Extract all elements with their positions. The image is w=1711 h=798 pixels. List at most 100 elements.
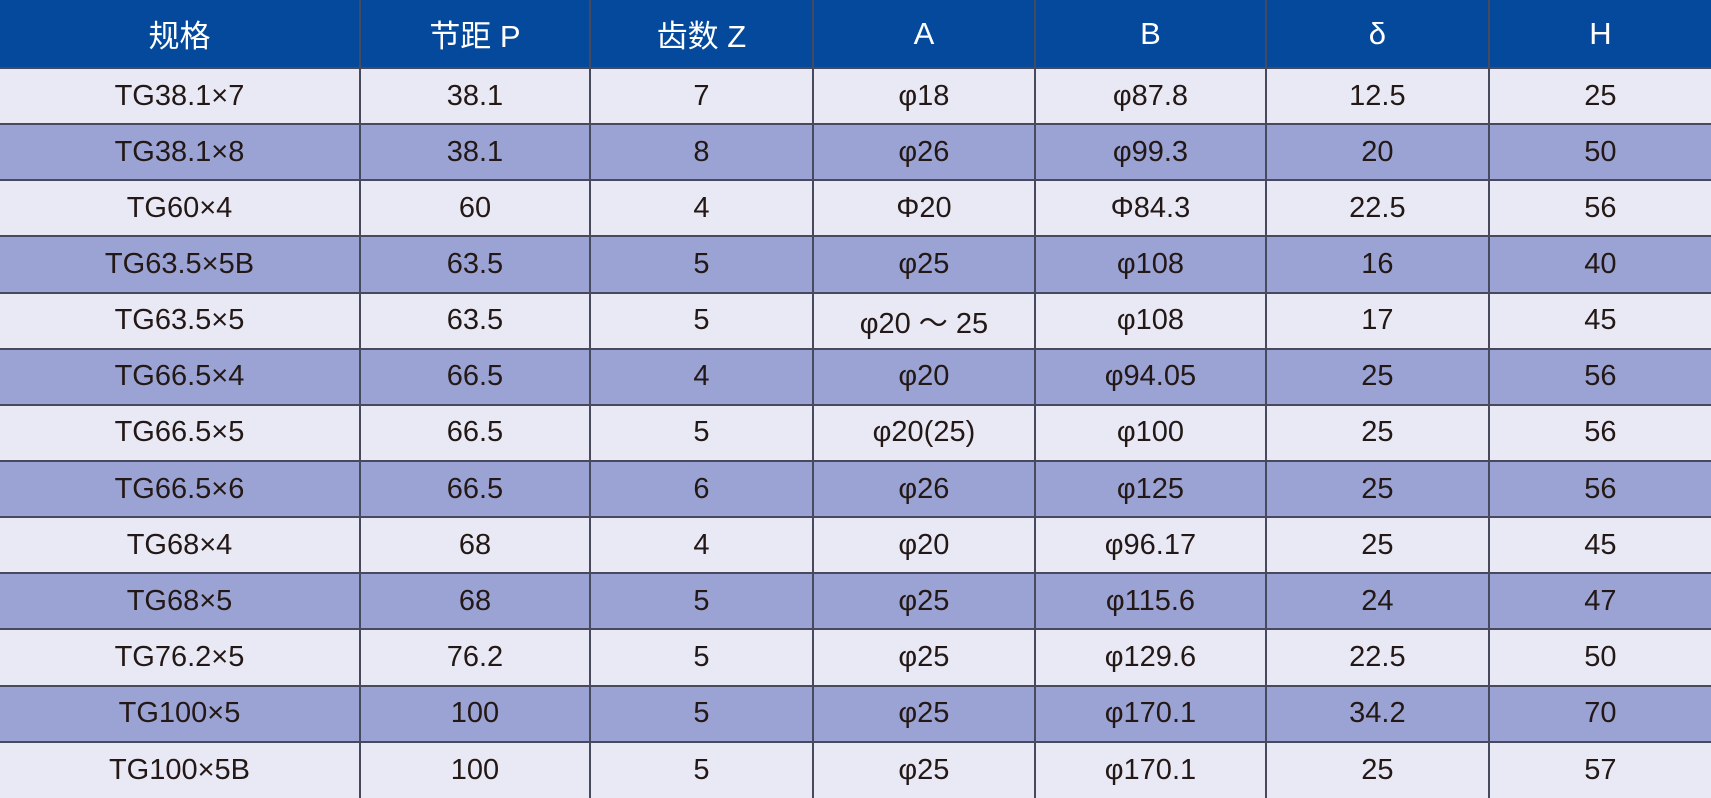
table-cell-spec: TG68×5 bbox=[0, 572, 361, 631]
table-cell-pitch-p: 38.1 bbox=[358, 123, 591, 182]
header-cell-pitch-p: 节距 P bbox=[358, 0, 591, 69]
table-cell-h: 47 bbox=[1487, 572, 1711, 631]
table-cell-a: φ25 bbox=[811, 628, 1036, 687]
table-cell-a: Φ20 bbox=[811, 179, 1036, 238]
table-cell-spec: TG38.1×7 bbox=[0, 66, 361, 126]
table-cell-teeth-z: 4 bbox=[588, 179, 814, 238]
table-cell-spec: TG66.5×4 bbox=[0, 347, 361, 406]
table-row: TG60×4 60 4 Φ20 Φ84.3 22.5 56 bbox=[0, 179, 1711, 238]
table-cell-b: φ100 bbox=[1033, 403, 1267, 462]
table-cell-spec: TG63.5×5 bbox=[0, 291, 361, 350]
table-cell-a: φ25 bbox=[811, 684, 1036, 743]
table-cell-b: φ108 bbox=[1033, 291, 1267, 350]
table-cell-h: 56 bbox=[1487, 347, 1711, 406]
table-cell-spec: TG60×4 bbox=[0, 179, 361, 238]
table-cell-pitch-p: 66.5 bbox=[358, 459, 591, 519]
table-row: TG38.1×8 38.1 8 φ26 φ99.3 20 50 bbox=[0, 123, 1711, 182]
table-cell-h: 57 bbox=[1487, 740, 1711, 798]
table-row: TG100×5 100 5 φ25 φ170.1 34.2 70 bbox=[0, 684, 1711, 743]
table-cell-teeth-z: 5 bbox=[588, 740, 814, 798]
table-cell-a: φ25 bbox=[811, 572, 1036, 631]
table-cell-delta: 12.5 bbox=[1264, 66, 1490, 126]
table-cell-teeth-z: 6 bbox=[588, 459, 814, 519]
table-cell-teeth-z: 5 bbox=[588, 235, 814, 294]
table-cell-b: φ170.1 bbox=[1033, 740, 1267, 798]
table-cell-a: φ20 ～ 25 bbox=[811, 291, 1036, 350]
table-row: TG66.5×5 66.5 5 φ20(25) φ100 25 56 bbox=[0, 403, 1711, 462]
table-cell-delta: 25 bbox=[1264, 516, 1490, 575]
table-cell-b: φ108 bbox=[1033, 235, 1267, 294]
table-cell-delta: 22.5 bbox=[1264, 628, 1490, 687]
table-cell-spec: TG100×5 bbox=[0, 684, 361, 743]
table-cell-h: 25 bbox=[1487, 66, 1711, 126]
table-cell-h: 50 bbox=[1487, 628, 1711, 687]
table-cell-teeth-z: 5 bbox=[588, 684, 814, 743]
table-cell-teeth-z: 4 bbox=[588, 347, 814, 406]
table-cell-delta: 17 bbox=[1264, 291, 1490, 350]
table-cell-teeth-z: 5 bbox=[588, 403, 814, 462]
table-cell-pitch-p: 68 bbox=[358, 572, 591, 631]
table-row: TG63.5×5B 63.5 5 φ25 φ108 16 40 bbox=[0, 235, 1711, 294]
header-cell-teeth-z: 齿数 Z bbox=[588, 0, 814, 69]
table-cell-b: Φ84.3 bbox=[1033, 179, 1267, 238]
table-cell-b: φ99.3 bbox=[1033, 123, 1267, 182]
table-cell-delta: 22.5 bbox=[1264, 179, 1490, 238]
table-cell-a: φ26 bbox=[811, 459, 1036, 519]
table-cell-b: φ129.6 bbox=[1033, 628, 1267, 687]
table-cell-b: φ125 bbox=[1033, 459, 1267, 519]
header-cell-spec: 规格 bbox=[0, 0, 361, 69]
table-cell-a: φ25 bbox=[811, 235, 1036, 294]
table-cell-delta: 24 bbox=[1264, 572, 1490, 631]
header-cell-b: B bbox=[1033, 0, 1267, 69]
table-cell-pitch-p: 100 bbox=[358, 684, 591, 743]
table-cell-h: 40 bbox=[1487, 235, 1711, 294]
table-row: TG68×5 68 5 φ25 φ115.6 24 47 bbox=[0, 572, 1711, 631]
table-cell-b: φ94.05 bbox=[1033, 347, 1267, 406]
header-cell-a: A bbox=[811, 0, 1036, 69]
table-cell-pitch-p: 76.2 bbox=[358, 628, 591, 687]
table-cell-h: 56 bbox=[1487, 459, 1711, 519]
table-cell-teeth-z: 7 bbox=[588, 66, 814, 126]
table-row: TG100×5B 100 5 φ25 φ170.1 25 57 bbox=[0, 740, 1711, 798]
table-cell-h: 70 bbox=[1487, 684, 1711, 743]
table-cell-b: φ87.8 bbox=[1033, 66, 1267, 126]
table-cell-a: φ20(25) bbox=[811, 403, 1036, 462]
table-cell-teeth-z: 5 bbox=[588, 628, 814, 687]
table-row: TG63.5×5 63.5 5 φ20 ～ 25 φ108 17 45 bbox=[0, 291, 1711, 350]
table-cell-spec: TG66.5×6 bbox=[0, 459, 361, 519]
table-cell-teeth-z: 5 bbox=[588, 291, 814, 350]
table-row: TG66.5×4 66.5 4 φ20 φ94.05 25 56 bbox=[0, 347, 1711, 406]
table-cell-teeth-z: 5 bbox=[588, 572, 814, 631]
table-body: TG38.1×7 38.1 7 φ18 φ87.8 12.5 25 TG38.1×8 38.1 8… bbox=[0, 66, 1711, 798]
table-cell-pitch-p: 66.5 bbox=[358, 403, 591, 462]
table-cell-b: φ115.6 bbox=[1033, 572, 1267, 631]
table-cell-pitch-p: 66.5 bbox=[358, 347, 591, 406]
table-cell-a: φ20 bbox=[811, 516, 1036, 575]
table-cell-delta: 25 bbox=[1264, 459, 1490, 519]
table-cell-spec: TG63.5×5B bbox=[0, 235, 361, 294]
table-cell-pitch-p: 38.1 bbox=[358, 66, 591, 126]
table-cell-delta: 16 bbox=[1264, 235, 1490, 294]
table-cell-delta: 20 bbox=[1264, 123, 1490, 182]
table-cell-pitch-p: 63.5 bbox=[358, 291, 591, 350]
table-cell-pitch-p: 60 bbox=[358, 179, 591, 238]
table-cell-h: 56 bbox=[1487, 179, 1711, 238]
table-cell-pitch-p: 100 bbox=[358, 740, 591, 798]
table-cell-h: 45 bbox=[1487, 516, 1711, 575]
table-cell-teeth-z: 4 bbox=[588, 516, 814, 575]
table-cell-delta: 25 bbox=[1264, 740, 1490, 798]
table-row: TG68×4 68 4 φ20 φ96.17 25 45 bbox=[0, 516, 1711, 575]
table-cell-spec: TG66.5×5 bbox=[0, 403, 361, 462]
table-cell-pitch-p: 63.5 bbox=[358, 235, 591, 294]
table-cell-spec: TG68×4 bbox=[0, 516, 361, 575]
table-cell-b: φ170.1 bbox=[1033, 684, 1267, 743]
table-cell-h: 56 bbox=[1487, 403, 1711, 462]
table-cell-a: φ25 bbox=[811, 740, 1036, 798]
table-cell-spec: TG38.1×8 bbox=[0, 123, 361, 182]
table-cell-delta: 25 bbox=[1264, 347, 1490, 406]
table-cell-h: 45 bbox=[1487, 291, 1711, 350]
table-row: TG38.1×7 38.1 7 φ18 φ87.8 12.5 25 bbox=[0, 66, 1711, 126]
table-cell-a: φ26 bbox=[811, 123, 1036, 182]
